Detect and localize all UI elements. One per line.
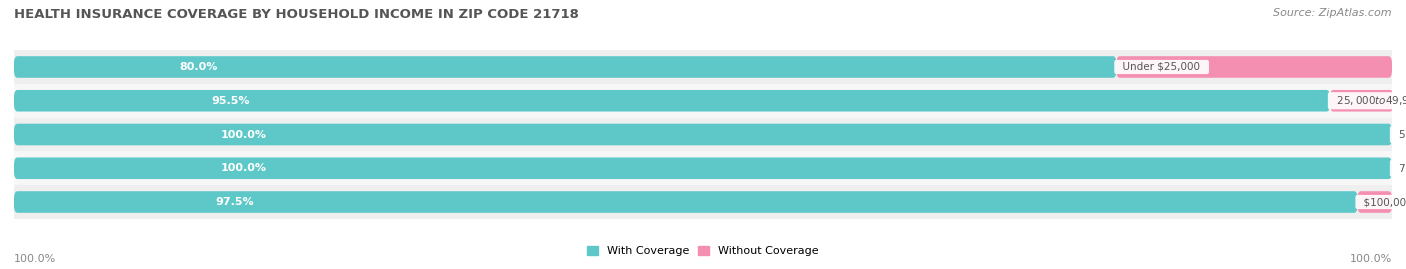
Text: Source: ZipAtlas.com: Source: ZipAtlas.com (1274, 8, 1392, 18)
FancyBboxPatch shape (14, 124, 1392, 145)
Bar (14, 151, 1392, 185)
Bar (14, 118, 1392, 151)
Text: $100,000 and over: $100,000 and over (1358, 197, 1406, 207)
Text: 97.5%: 97.5% (215, 197, 254, 207)
Text: 100.0%: 100.0% (221, 129, 267, 140)
Text: $75,000 to $99,999: $75,000 to $99,999 (1392, 162, 1406, 175)
Text: HEALTH INSURANCE COVERAGE BY HOUSEHOLD INCOME IN ZIP CODE 21718: HEALTH INSURANCE COVERAGE BY HOUSEHOLD I… (14, 8, 579, 21)
FancyBboxPatch shape (1357, 191, 1392, 213)
Bar (14, 84, 1392, 118)
Bar (14, 185, 1392, 219)
FancyBboxPatch shape (1116, 56, 1392, 78)
Bar (14, 50, 1392, 84)
FancyBboxPatch shape (14, 191, 1358, 213)
Text: 95.5%: 95.5% (211, 96, 250, 106)
Text: 100.0%: 100.0% (1350, 254, 1392, 264)
Legend: With Coverage, Without Coverage: With Coverage, Without Coverage (582, 242, 824, 261)
Text: 100.0%: 100.0% (221, 163, 267, 173)
Text: $25,000 to $49,999: $25,000 to $49,999 (1330, 94, 1406, 107)
Text: $50,000 to $74,999: $50,000 to $74,999 (1392, 128, 1406, 141)
FancyBboxPatch shape (1330, 90, 1393, 112)
Text: Under $25,000: Under $25,000 (1116, 62, 1206, 72)
Text: 80.0%: 80.0% (180, 62, 218, 72)
FancyBboxPatch shape (14, 56, 1116, 78)
FancyBboxPatch shape (14, 90, 1330, 112)
Text: 100.0%: 100.0% (14, 254, 56, 264)
FancyBboxPatch shape (14, 157, 1392, 179)
